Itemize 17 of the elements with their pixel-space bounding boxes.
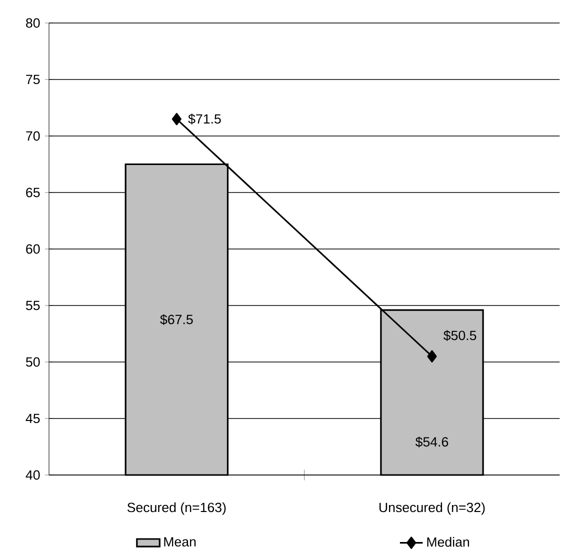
data-label: $71.5 xyxy=(188,114,221,124)
y-tick-label: 80 xyxy=(26,18,40,28)
y-tick-label: 55 xyxy=(26,300,40,310)
data-label: $50.5 xyxy=(444,330,476,341)
legend-label: Mean xyxy=(164,537,196,547)
y-tick-label: 45 xyxy=(26,414,40,424)
data-label: $54.6 xyxy=(415,436,448,448)
y-tick-label: 40 xyxy=(26,470,40,480)
x-tick-label: Unsecured (n=32) xyxy=(379,502,485,515)
legend-label: Median xyxy=(427,536,470,547)
y-tick-label: 50 xyxy=(26,357,40,367)
y-tick-label: 60 xyxy=(26,244,40,254)
y-tick-label: 65 xyxy=(26,188,40,198)
data-label: $67.5 xyxy=(160,314,193,326)
y-tick-label: 70 xyxy=(26,131,40,141)
y-tick-label: 75 xyxy=(26,74,40,84)
x-tick-label: Secured (n=163) xyxy=(127,502,226,515)
